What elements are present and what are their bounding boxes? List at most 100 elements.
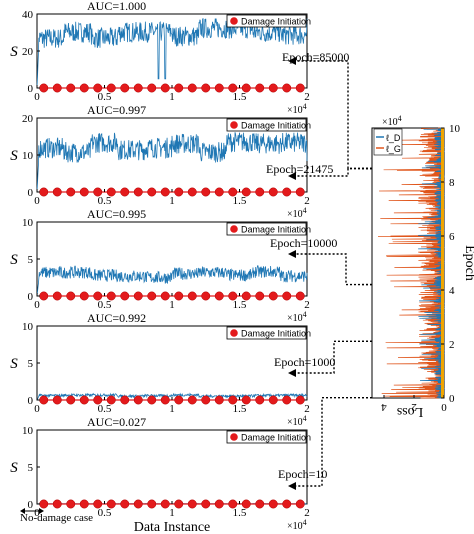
x-tick-label: 1: [169, 91, 175, 103]
damage-marker: [228, 499, 238, 509]
damage-marker: [255, 291, 265, 301]
damage-marker: [268, 83, 278, 93]
damage-marker: [241, 291, 251, 301]
damage-marker: [174, 291, 184, 301]
x-tick-label: 0.5: [98, 195, 112, 207]
damage-marker: [93, 499, 103, 509]
x-tick-label: 1.5: [233, 403, 247, 415]
damage-marker: [39, 83, 49, 93]
damage-marker: [133, 83, 143, 93]
loss-legend-label: ℓ_G: [386, 144, 401, 154]
damage-marker: [295, 187, 305, 197]
damage-marker: [120, 395, 130, 405]
loss-tick-label: 0: [441, 401, 447, 413]
x-tick-label: 0.5: [98, 507, 112, 519]
damage-marker: [147, 291, 157, 301]
y-tick-label: 5: [28, 358, 34, 370]
damage-marker: [120, 499, 130, 509]
epoch-arrowhead: [288, 172, 296, 180]
damage-marker: [268, 187, 278, 197]
auc-label: AUC=1.000: [87, 0, 146, 13]
damage-marker: [106, 187, 116, 197]
y-axis-label: S: [10, 460, 18, 476]
damage-marker: [93, 187, 103, 197]
x-tick-label: 1: [169, 195, 175, 207]
damage-marker: [93, 83, 103, 93]
legend-marker: [230, 121, 238, 129]
x-tick-label: 1: [169, 403, 175, 415]
y-tick-label: 10: [22, 321, 34, 333]
legend-label: Damage Initiation: [241, 329, 311, 339]
epoch-tick-label: 10: [449, 123, 461, 135]
damage-marker: [255, 395, 265, 405]
y-tick-label: 0: [28, 291, 34, 303]
epoch-arrowhead: [288, 369, 296, 377]
damage-marker: [66, 395, 76, 405]
damage-marker: [282, 187, 292, 197]
damage-marker: [120, 291, 130, 301]
y-tick-label: 0: [28, 187, 34, 199]
damage-marker: [79, 395, 89, 405]
x-exponent-power: 4: [303, 102, 307, 111]
damage-marker: [201, 395, 211, 405]
damage-marker: [228, 187, 238, 197]
auc-label: AUC=0.992: [87, 311, 146, 325]
damage-marker: [268, 291, 278, 301]
damage-marker: [187, 187, 197, 197]
epoch-tick-label: 8: [449, 177, 455, 189]
damage-marker: [201, 83, 211, 93]
x-exponent-power: 4: [303, 518, 307, 527]
x-exponent-label: ×104: [287, 206, 307, 220]
damage-marker: [255, 187, 265, 197]
damage-marker: [106, 291, 116, 301]
damage-marker: [241, 187, 251, 197]
damage-marker: [214, 83, 224, 93]
loss-legend-box: [373, 128, 403, 156]
legend-marker: [230, 225, 238, 233]
damage-marker: [282, 395, 292, 405]
x-exponent-power: 4: [303, 206, 307, 215]
legend-marker: [230, 17, 238, 25]
damage-marker: [201, 187, 211, 197]
epoch-exponent-label: ×104: [382, 114, 402, 128]
damage-marker: [147, 187, 157, 197]
damage-marker: [39, 499, 49, 509]
legend-box: [226, 430, 307, 444]
damage-marker: [295, 395, 305, 405]
legend-marker: [230, 329, 238, 337]
x-tick-label: 1.5: [233, 507, 247, 519]
x-tick-label: 2: [304, 195, 310, 207]
damage-marker: [282, 83, 292, 93]
x-exponent-label: ×104: [287, 414, 307, 428]
score-series-line: [36, 265, 308, 297]
damage-marker: [160, 395, 170, 405]
damage-marker: [160, 83, 170, 93]
damage-marker: [295, 499, 305, 509]
y-tick-label: 40: [22, 9, 34, 21]
damage-marker: [160, 187, 170, 197]
epoch-axis-label: Epoch: [462, 245, 474, 281]
damage-marker: [79, 499, 89, 509]
damage-marker: [39, 291, 49, 301]
damage-marker: [282, 499, 292, 509]
damage-marker: [255, 499, 265, 509]
damage-marker: [160, 291, 170, 301]
damage-marker: [268, 499, 278, 509]
damage-marker: [214, 187, 224, 197]
y-tick-label: 10: [22, 425, 34, 437]
x-tick-label: 2: [304, 91, 310, 103]
auc-label: AUC=0.995: [87, 207, 146, 221]
epoch-label: Epoch=1000: [274, 355, 335, 369]
damage-marker: [79, 83, 89, 93]
x-tick-label: 1.5: [233, 91, 247, 103]
damage-marker: [106, 395, 116, 405]
legend-box: [226, 326, 307, 340]
x-tick-label: 0.5: [98, 403, 112, 415]
no-damage-arrowhead-right: [39, 508, 44, 514]
x-tick-label: 0.5: [98, 91, 112, 103]
damage-marker: [160, 499, 170, 509]
damage-marker: [214, 291, 224, 301]
y-tick-label: 0: [28, 395, 34, 407]
no-damage-arrowhead-left: [20, 508, 25, 514]
